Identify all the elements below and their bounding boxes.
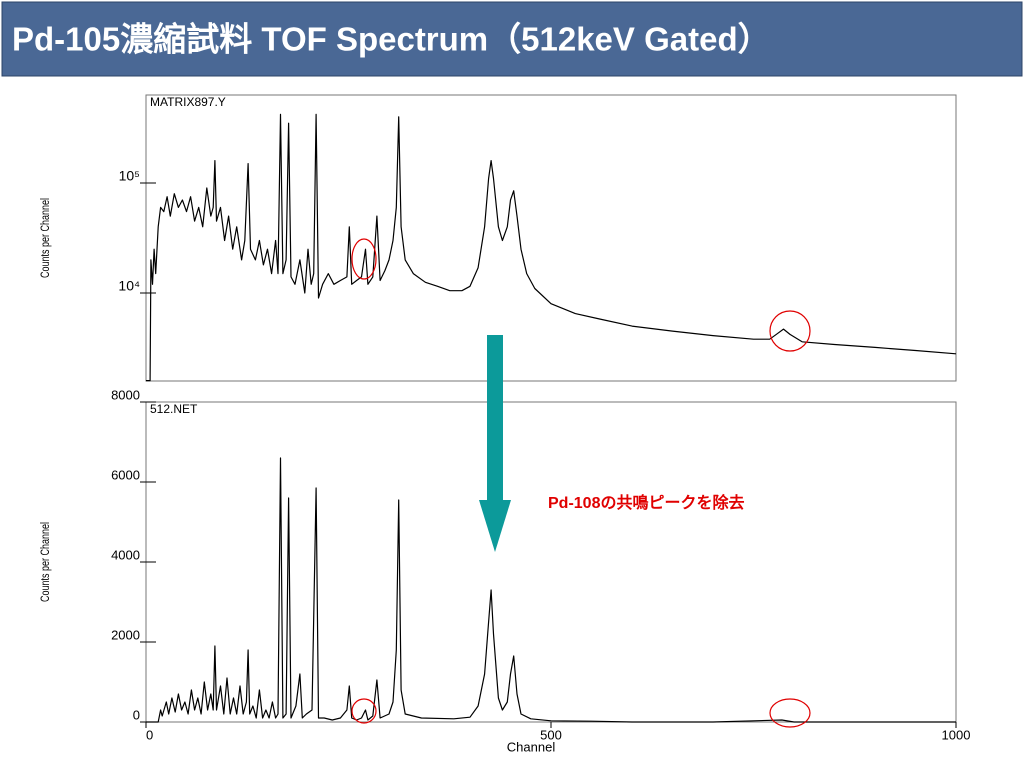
panel-label: MATRIX897.Y <box>150 95 226 109</box>
title-bar <box>1 1 1023 77</box>
highlight-circle <box>769 698 811 728</box>
y-tick-label: 8000 <box>111 387 140 402</box>
y-tick-label: 4000 <box>111 547 140 562</box>
y-tick-label: 10⁴ <box>118 278 140 294</box>
x-tick-label: 1000 <box>942 727 971 742</box>
highlight-circle <box>351 698 377 724</box>
y-tick-label: 2000 <box>111 627 140 642</box>
spectrum-line <box>146 457 956 723</box>
annotation: Pd-108の共鳴ピークを除去 <box>548 493 744 512</box>
arrow-shaft <box>487 335 503 500</box>
x-axis-label: Channel <box>507 739 556 754</box>
highlight-circle <box>351 238 377 280</box>
x-tick-label: 0 <box>146 727 153 742</box>
y-axis-label: Counts per Channel <box>39 522 53 602</box>
chart: 512.NET Counts per Channel 0 2000 4000 6000 80… <box>39 387 970 754</box>
chart: MATRIX897.Y Counts per Channel 10⁴ 10⁵ <box>39 94 957 382</box>
arrow-head <box>479 500 511 552</box>
x-tick-label: 500 <box>540 727 562 742</box>
slide-title: Pd-105濃縮試料 TOF Spectrum（512keV Gated） <box>12 21 771 58</box>
plot-frame <box>145 94 957 382</box>
y-axis-label: Counts per Channel <box>39 198 53 278</box>
panel-label: 512.NET <box>150 402 198 416</box>
y-tick-label: 10⁵ <box>119 168 140 184</box>
spectrum-line <box>146 113 957 382</box>
highlight-circle <box>769 310 811 352</box>
y-tick-label: 0 <box>133 707 140 722</box>
y-tick-label: 6000 <box>111 467 140 482</box>
